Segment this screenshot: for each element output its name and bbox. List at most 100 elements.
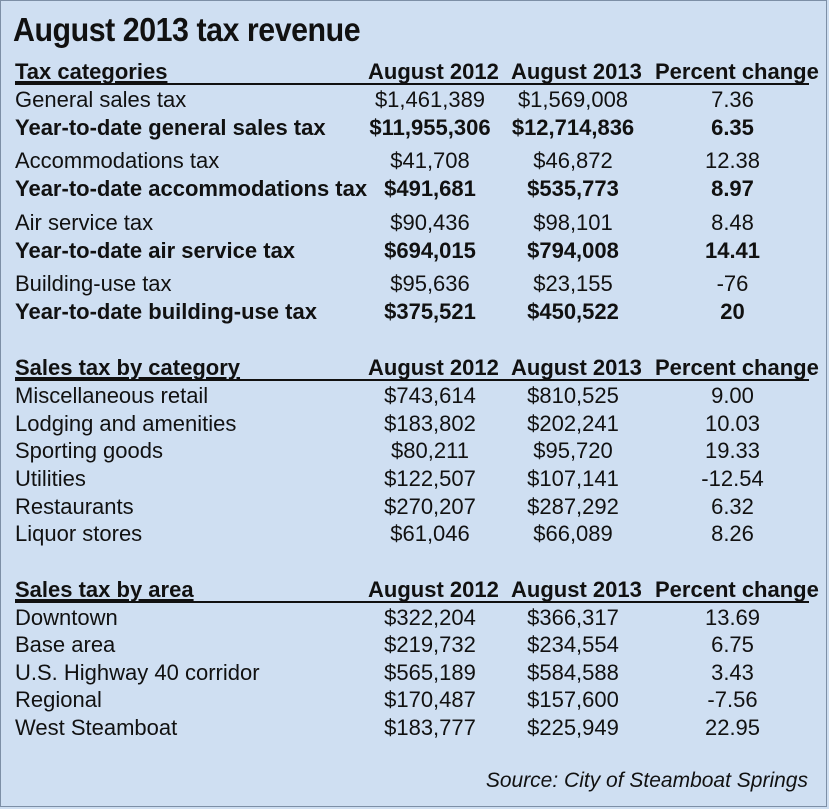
- header-rule: [15, 601, 809, 603]
- value-aug-2012: $1,461,389: [374, 87, 486, 112]
- percent-change: 8.97: [711, 176, 754, 201]
- row-label: Sporting goods: [15, 438, 163, 463]
- table-row: Restaurants $270,207 $287,292 6.32: [15, 494, 815, 520]
- value-aug-2012: $90,436: [390, 210, 470, 235]
- value-aug-2012: $375,521: [384, 299, 476, 324]
- table-row: Year-to-date building-use tax $375,521 $45…: [15, 299, 815, 325]
- value-aug-2013: $23,155: [533, 271, 613, 296]
- value-aug-2013: $584,588: [527, 660, 619, 685]
- section-title: Sales tax by category: [15, 355, 241, 380]
- column-header: Percent change: [655, 59, 819, 84]
- value-aug-2012: $491,681: [384, 176, 476, 201]
- column-header: August 2013: [511, 59, 642, 84]
- table-row: Building-use tax $95,636 $23,155 -76: [15, 271, 815, 297]
- table-row: Downtown $322,204 $366,317 13.69: [15, 605, 815, 631]
- percent-change: 20: [720, 299, 745, 324]
- column-header: August 2013: [511, 577, 642, 602]
- value-aug-2013: $46,872: [533, 148, 613, 173]
- percent-change: 19.33: [704, 438, 761, 463]
- row-label: Restaurants: [15, 494, 134, 519]
- percent-change: 9.00: [711, 383, 754, 408]
- percent-change: 13.69: [704, 605, 761, 630]
- row-label: Building-use tax: [15, 271, 172, 296]
- table-row: Utilities $122,507 $107,141 -12.54: [15, 466, 815, 492]
- percent-change: -7.56: [707, 687, 758, 712]
- value-aug-2012: $183,802: [384, 411, 476, 436]
- value-aug-2013: $366,317: [527, 605, 619, 630]
- row-label: Miscellaneous retail: [15, 383, 209, 408]
- table-row: Miscellaneous retail $743,614 $810,525 9.00: [15, 383, 815, 409]
- row-label: Liquor stores: [15, 521, 143, 546]
- percent-change: 10.03: [704, 411, 761, 436]
- column-header: August 2012: [368, 355, 499, 380]
- value-aug-2012: $41,708: [390, 148, 470, 173]
- table-row: Year-to-date accommodations tax $491,681 $…: [15, 176, 815, 202]
- value-aug-2013: $157,600: [527, 687, 619, 712]
- value-aug-2013: $1,569,008: [517, 87, 629, 112]
- header-rule: [15, 379, 809, 381]
- section-header: Sales tax by category August 2012 August 2…: [15, 355, 819, 381]
- table-row: U.S. Highway 40 corridor $565,189 $584,588…: [15, 660, 815, 686]
- value-aug-2012: $565,189: [384, 660, 476, 685]
- section-header: Sales tax by area August 2012 August 2013 P…: [15, 577, 819, 603]
- percent-change: 22.95: [704, 715, 761, 740]
- value-aug-2013: $234,554: [527, 632, 619, 657]
- percent-change: 14.41: [704, 238, 761, 263]
- row-label: Year-to-date building-use tax: [15, 299, 317, 324]
- row-label: Accommodations tax: [15, 148, 220, 173]
- value-aug-2013: $66,089: [533, 521, 613, 546]
- row-label: West Steamboat: [15, 715, 178, 740]
- table-row: Regional $170,487 $157,600 -7.56: [15, 687, 815, 713]
- table-row: Lodging and amenities $183,802 $202,241 10.…: [15, 411, 815, 437]
- percent-change: 6.32: [711, 494, 754, 519]
- table-row: General sales tax $1,461,389 $1,569,008 7.3…: [15, 87, 815, 113]
- row-label: Year-to-date accommodations tax: [15, 176, 368, 201]
- percent-change: 3.43: [711, 660, 754, 685]
- value-aug-2012: $219,732: [384, 632, 476, 657]
- percent-change: 8.26: [711, 521, 754, 546]
- percent-change: 12.38: [704, 148, 761, 173]
- table-row: Air service tax $90,436 $98,101 8.48: [15, 210, 815, 236]
- value-aug-2013: $225,949: [527, 715, 619, 740]
- section-header: Tax categories August 2012 August 2013 Perc…: [15, 59, 819, 85]
- row-label: General sales tax: [15, 87, 187, 112]
- table-row: Accommodations tax $41,708 $46,872 12.38: [15, 148, 815, 174]
- value-aug-2012: $61,046: [390, 521, 470, 546]
- percent-change: 7.36: [711, 87, 754, 112]
- table-row: West Steamboat $183,777 $225,949 22.95: [15, 715, 815, 741]
- percent-change: -76: [716, 271, 749, 296]
- percent-change: 8.48: [711, 210, 754, 235]
- value-aug-2012: $95,636: [390, 271, 470, 296]
- column-header: Percent change: [655, 355, 819, 380]
- table-row: Year-to-date air service tax $694,015 $794…: [15, 238, 815, 264]
- column-header: Percent change: [655, 577, 819, 602]
- value-aug-2013: $202,241: [527, 411, 619, 436]
- value-aug-2013: $535,773: [527, 176, 619, 201]
- row-label: Year-to-date general sales tax: [15, 115, 326, 140]
- value-aug-2012: $743,614: [384, 383, 476, 408]
- value-aug-2013: $95,720: [533, 438, 613, 463]
- row-label: Year-to-date air service tax: [15, 238, 296, 263]
- value-aug-2013: $107,141: [527, 466, 619, 491]
- row-label: Downtown: [15, 605, 118, 630]
- table-title: August 2013 tax revenue: [13, 11, 361, 48]
- value-aug-2012: $170,487: [384, 687, 476, 712]
- table-row: Year-to-date general sales tax $11,955,30…: [15, 115, 815, 141]
- value-aug-2013: $794,008: [527, 238, 619, 263]
- section-title: Sales tax by area: [15, 577, 194, 602]
- table-row: Liquor stores $61,046 $66,089 8.26: [15, 521, 815, 547]
- percent-change: -12.54: [701, 466, 764, 491]
- value-aug-2013: $810,525: [527, 383, 619, 408]
- value-aug-2012: $183,777: [384, 715, 476, 740]
- table-row: Sporting goods $80,211 $95,720 19.33: [15, 438, 815, 464]
- value-aug-2012: $122,507: [384, 466, 476, 491]
- value-aug-2013: $12,714,836: [511, 115, 635, 140]
- column-header: August 2012: [368, 577, 499, 602]
- header-rule: [15, 83, 809, 85]
- column-header: August 2013: [511, 355, 642, 380]
- row-label: Lodging and amenities: [15, 411, 237, 436]
- row-label: Regional: [15, 687, 102, 712]
- value-aug-2013: $98,101: [533, 210, 613, 235]
- value-aug-2012: $322,204: [384, 605, 476, 630]
